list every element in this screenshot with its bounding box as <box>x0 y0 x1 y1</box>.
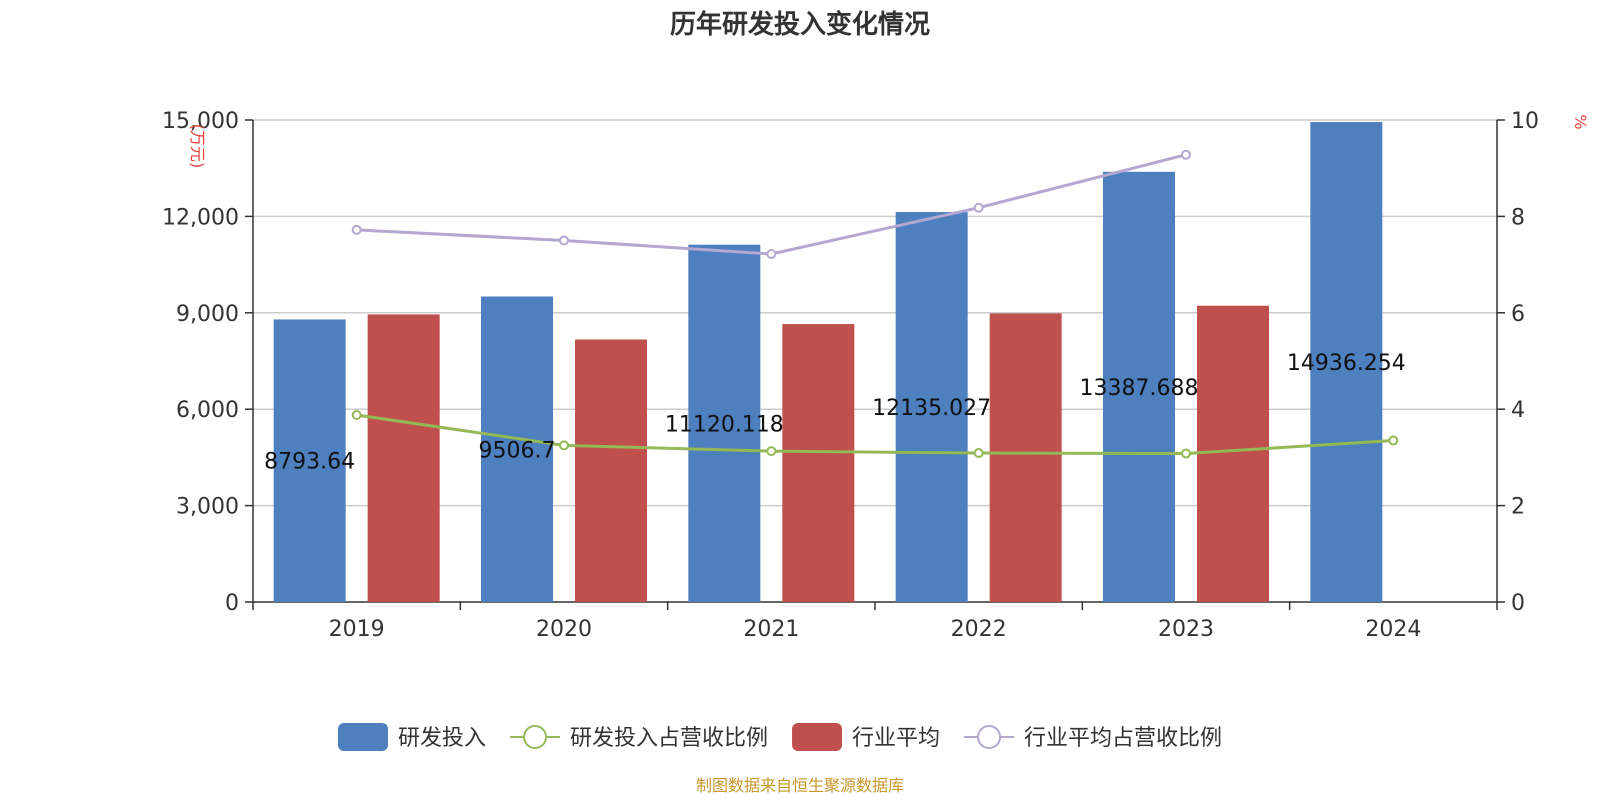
y-left-tick-label-5: 15,000 <box>162 109 239 134</box>
bar-s2-0 <box>367 314 440 602</box>
bar-s0-4 <box>1103 171 1175 602</box>
x-tick-label-3: 2022 <box>951 617 1007 642</box>
bar-s2-4 <box>1197 305 1269 602</box>
data-label-0: 8793.64 <box>264 450 355 475</box>
legend-marker-1 <box>523 725 548 749</box>
x-tick-label-4: 2023 <box>1158 617 1214 642</box>
bar-s2-3 <box>989 313 1062 602</box>
legend: 研发投入 研发投入占营收比例 行业平均 行业平均占营收比例 <box>338 723 1222 751</box>
y-left-unit: (万元) <box>188 124 207 169</box>
legend-label-3: 行业平均占营收比例 <box>1024 726 1222 751</box>
bar-s0-1 <box>481 296 553 602</box>
legend-swatch-2 <box>792 723 843 751</box>
y-left-tick-label-2: 6,000 <box>176 398 239 423</box>
y-right-tick-label-2: 4 <box>1511 398 1525 423</box>
point-s3-2 <box>766 248 777 259</box>
data-label-2: 11120.118 <box>665 412 784 437</box>
y-left-tick-label-1: 3,000 <box>176 495 239 520</box>
y-right-tick-label-0: 0 <box>1511 591 1525 616</box>
point-s1-5 <box>1388 435 1399 446</box>
legend-marker-3 <box>977 725 1002 749</box>
line-series-1 <box>356 413 1394 456</box>
bar-s0-2 <box>688 244 761 603</box>
line-series-3 <box>356 153 1187 256</box>
legend-swatch-0 <box>338 723 388 751</box>
point-s3-4 <box>1181 149 1191 160</box>
point-s1-4 <box>1181 448 1191 459</box>
axes: 0 3,000 6,000 9,000 12,000 15,000 0 2 4 6 8 10 2019 2… <box>162 109 1590 642</box>
bars <box>273 122 1383 603</box>
data-label-1: 9506.7 <box>479 438 556 463</box>
data-label-4: 13387.688 <box>1080 376 1199 401</box>
lines <box>351 149 1399 459</box>
bar-s0-5 <box>1310 122 1383 602</box>
data-label-3: 12135.027 <box>872 396 991 421</box>
y-left-tick-label-0: 0 <box>225 591 239 616</box>
bar-s0-3 <box>895 212 968 602</box>
y-left-tick-label-3: 9,000 <box>176 302 239 327</box>
point-s1-3 <box>973 448 984 459</box>
point-s1-0 <box>351 409 362 420</box>
y-right-tick-label-4: 8 <box>1511 205 1525 230</box>
source-note: 制图数据来自恒生聚源数据库 <box>696 776 904 795</box>
x-tick-label-2: 2021 <box>743 617 799 642</box>
grid <box>253 119 1497 507</box>
point-s1-2 <box>766 446 777 457</box>
bar-s2-1 <box>575 339 647 602</box>
x-tick-label-5: 2024 <box>1365 617 1421 642</box>
legend-label-1: 研发投入占营收比例 <box>570 726 768 751</box>
point-s3-3 <box>973 202 984 213</box>
y-right-tick-label-1: 2 <box>1511 495 1525 520</box>
y-right-tick-label-5: 10 <box>1511 109 1539 134</box>
x-tick-label-0: 2019 <box>329 617 385 642</box>
y-right-tick-label-3: 6 <box>1511 302 1525 327</box>
bar-s2-2 <box>782 324 855 602</box>
bar-s0-0 <box>273 319 346 602</box>
point-s3-0 <box>351 224 362 235</box>
y-left-tick-label-4: 12,000 <box>162 205 239 230</box>
y-right-unit: % <box>1571 114 1590 129</box>
legend-label-2: 行业平均 <box>852 726 940 751</box>
legend-label-0: 研发投入 <box>398 726 486 751</box>
data-label-5: 14936.254 <box>1287 351 1406 376</box>
x-tick-label-1: 2020 <box>536 617 592 642</box>
point-s3-1 <box>559 235 569 246</box>
chart-title: 历年研发投入变化情况 <box>670 9 930 40</box>
data-labels: 8793.64 9506.7 11120.118 12135.027 13387.688… <box>264 351 1406 475</box>
point-s1-1 <box>559 440 569 451</box>
